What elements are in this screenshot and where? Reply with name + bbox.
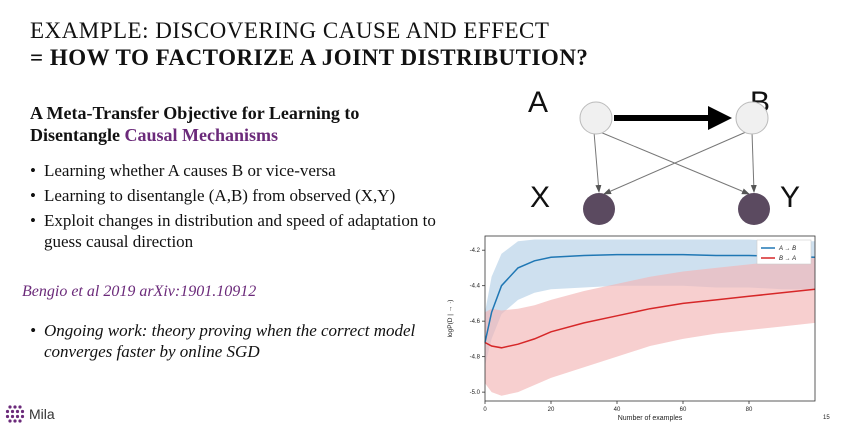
bullet-glyph: • — [30, 211, 36, 230]
mila-logo: Mila — [4, 404, 55, 424]
y-tick-label: -5.0 — [470, 390, 481, 396]
bullet-item: • Learning to disentangle (A,B) from obse… — [30, 185, 470, 206]
x-tick-label: 0 — [483, 407, 487, 413]
x-tick-extra-label: 15 — [823, 415, 830, 421]
chart-legend: A → B B → A — [756, 239, 812, 265]
mila-logo-icon — [5, 405, 25, 423]
adaptation-chart: 0 20 40 60 80 -4.2 -4.4 -4.6 -4.8 -5.0 15 Number… — [447, 235, 830, 422]
ongoing-work-text: Ongoing work: theory proving when the co… — [44, 321, 416, 361]
node-a-circle — [579, 101, 613, 135]
x-tick-label: 80 — [746, 407, 753, 413]
paper-title: A Meta-Transfer Objective for Learning t… — [30, 102, 450, 146]
node-label-y: Y — [780, 181, 800, 214]
bullet-text: Learning whether A causes B or vice-vers… — [44, 161, 336, 180]
bullet-item: • Learning whether A causes B or vice-ver… — [30, 160, 470, 181]
node-b-circle — [735, 101, 769, 135]
y-tick-label: -4.4 — [470, 284, 481, 290]
line-b-to-a — [484, 288, 816, 349]
bullet-text: Exploit changes in distribution and spee… — [44, 211, 436, 251]
bullet-list: • Learning whether A causes B or vice-ver… — [30, 160, 470, 256]
node-label-x: X — [530, 181, 550, 214]
band-b-to-a — [485, 257, 815, 396]
node-x-circle — [583, 193, 615, 225]
x-axis-label: Number of examples — [618, 415, 683, 422]
causal-diagram: A B X Y — [528, 86, 800, 225]
paper-title-accent: Causal Mechanisms — [124, 125, 279, 145]
y-axis-label: logP(D | → ·) — [447, 300, 454, 338]
ongoing-work-bullet: • Ongoing work: theory proving when the c… — [30, 320, 450, 362]
paper-title-prefix: A Meta-Transfer Objective for Learning t… — [30, 103, 360, 145]
slide-title-line2: = HOW TO FACTORIZE A JOINT DISTRIBUTION? — [30, 45, 589, 70]
legend-label-a-to-b: A → B — [778, 246, 796, 252]
legend-label-b-to-a: B → A — [779, 256, 796, 262]
plot-frame — [484, 235, 816, 402]
legend-box — [756, 239, 812, 265]
y-tick-label: -4.8 — [470, 355, 481, 361]
edge-b-x — [603, 131, 747, 195]
bullet-glyph: • — [30, 321, 36, 340]
bullet-glyph: • — [30, 186, 36, 205]
x-tick-label: 20 — [548, 407, 555, 413]
bullet-glyph: • — [30, 161, 36, 180]
x-tick-label: 60 — [680, 407, 687, 413]
bullet-text: Learning to disentangle (A,B) from obser… — [44, 186, 396, 205]
node-y-circle — [738, 193, 770, 225]
edge-b-y — [750, 131, 757, 193]
y-tick-label: -4.2 — [470, 248, 481, 254]
x-tick-label: 40 — [614, 407, 621, 413]
edge-a-x — [593, 131, 602, 193]
line-a-to-b — [484, 253, 816, 343]
slide-title-line1: EXAMPLE: DISCOVERING CAUSE AND EFFECT — [30, 18, 550, 43]
bullet-item: • Exploit changes in distribution and spe… — [30, 210, 470, 252]
citation-link[interactable]: Bengio et al 2019 arXiv:1901.10912 — [22, 283, 257, 300]
y-tick-label: -4.6 — [470, 319, 481, 325]
node-label-a: A — [528, 86, 548, 119]
mila-logo-text: Mila — [29, 406, 55, 422]
